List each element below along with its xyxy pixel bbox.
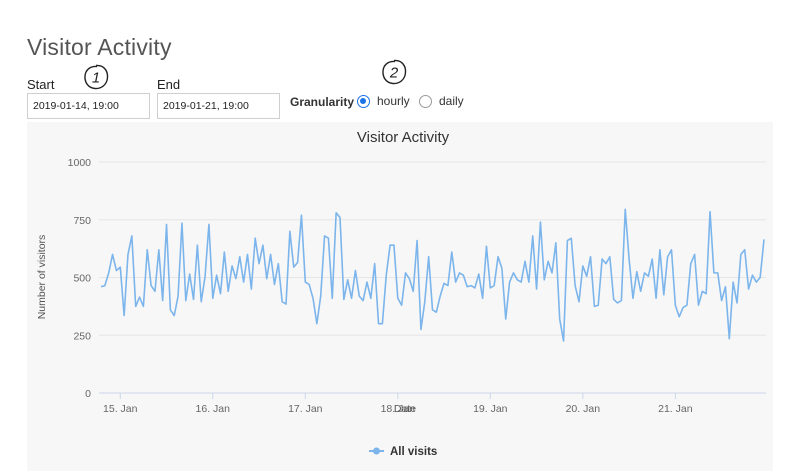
- callout-marker-1: 1: [84, 64, 109, 90]
- radio-daily-label[interactable]: daily: [439, 94, 464, 108]
- y-tick-label: 0: [85, 388, 91, 400]
- start-label: Start: [27, 77, 55, 92]
- y-tick-label: 1000: [68, 157, 92, 169]
- y-axis-title: Number of visitors: [36, 235, 48, 320]
- callout-1-text: 1: [92, 70, 100, 87]
- x-tick-label: 16. Jan: [196, 403, 231, 415]
- y-tick-label: 500: [73, 273, 91, 285]
- radio-hourly-label[interactable]: hourly: [377, 94, 410, 108]
- x-tick-label: 17. Jan: [288, 403, 323, 415]
- start-date-input[interactable]: [27, 93, 150, 119]
- x-tick-label: 19. Jan: [473, 403, 508, 415]
- legend[interactable]: All visits: [369, 446, 437, 458]
- radio-hourly[interactable]: [357, 95, 370, 108]
- x-axis-title: Date: [394, 403, 416, 415]
- series-line-all-visits[interactable]: [100, 208, 765, 342]
- y-tick-label: 250: [73, 330, 91, 342]
- radio-daily[interactable]: [419, 95, 432, 108]
- line-chart: Visitor Activity 0 250 500 750 1000 15. Jan 16…: [36, 129, 766, 458]
- x-tick-label: 15. Jan: [103, 403, 138, 415]
- chart-title: Visitor Activity: [357, 129, 450, 146]
- y-tick-label: 750: [73, 215, 91, 227]
- chart-container: Visitor Activity 0 250 500 750 1000 15. Jan 16…: [27, 122, 773, 471]
- legend-marker: [373, 447, 380, 455]
- page-title: Visitor Activity: [27, 34, 172, 60]
- x-tick-label: 20. Jan: [566, 403, 601, 415]
- granularity-label: Granularity: [290, 95, 355, 109]
- callout-2-text: 2: [389, 65, 399, 82]
- x-tick-label: 21. Jan: [658, 403, 693, 415]
- x-tick-label: 18. Jan: [381, 403, 416, 415]
- callout-marker-2: 2: [382, 59, 407, 85]
- legend-label[interactable]: All visits: [390, 446, 437, 458]
- end-date-input[interactable]: [157, 93, 280, 119]
- end-label: End: [157, 77, 181, 92]
